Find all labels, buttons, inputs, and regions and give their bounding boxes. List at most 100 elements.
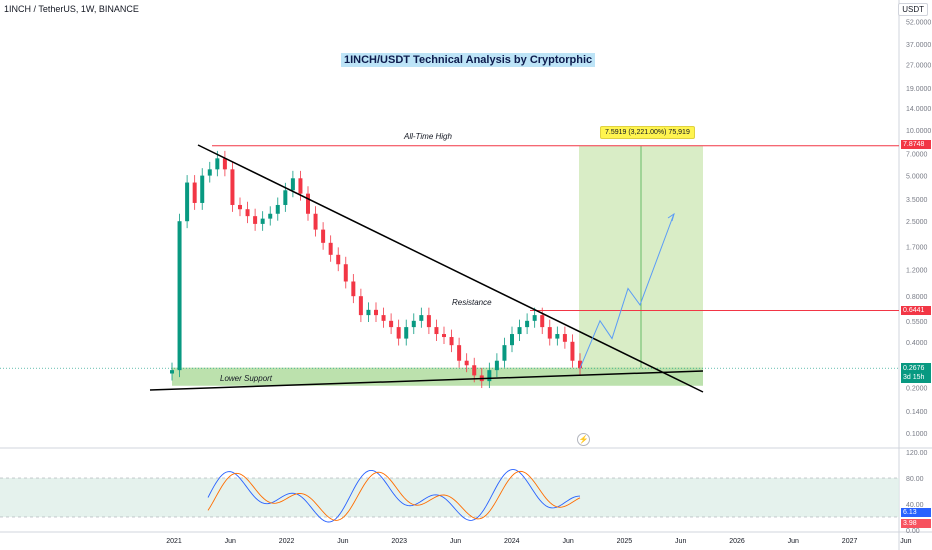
x-tick-label: 2025 [617, 538, 633, 545]
candle [268, 213, 273, 219]
projection-arrowhead [667, 212, 675, 222]
candle [192, 182, 197, 203]
candle [200, 175, 205, 203]
candle [457, 345, 462, 361]
candle [381, 315, 386, 321]
title-banner: 1INCH/USDT Technical Analysis by Cryptor… [341, 53, 596, 67]
y-tick-label: 19.0000 [906, 86, 931, 93]
stoch-tick-label: 40.00 [906, 502, 924, 509]
candle [449, 337, 454, 346]
y-tick-label: 1.7000 [906, 245, 928, 252]
x-tick-label: Jun [788, 538, 799, 545]
candle [547, 327, 552, 339]
candle [472, 365, 477, 376]
candle [540, 315, 545, 328]
candle [517, 327, 522, 335]
candle [562, 334, 567, 342]
support-label: Lower Support [220, 374, 273, 383]
ath-price-tag: 7.8748 [901, 140, 931, 149]
stoch-d-tag: 3.98 [901, 519, 931, 528]
support-zone [172, 367, 703, 386]
candle [555, 334, 560, 339]
x-tick-label: 2027 [842, 538, 858, 545]
y-tick-label: 52.0000 [906, 20, 931, 27]
candle [502, 345, 507, 361]
x-tick-label: 2026 [729, 538, 745, 545]
y-tick-label: 1.2000 [906, 268, 928, 275]
x-tick-label: 2021 [166, 538, 182, 545]
y-tick-label: 0.1000 [906, 431, 928, 438]
x-tick-label: Jun [450, 538, 461, 545]
currency-label[interactable]: USDT [898, 3, 928, 16]
candle [222, 158, 227, 170]
candle [434, 327, 439, 335]
candle [170, 370, 174, 374]
candle [290, 178, 295, 191]
candle [374, 309, 378, 316]
candle [510, 334, 514, 346]
candle [306, 193, 310, 214]
candle [207, 169, 212, 176]
candle [275, 204, 280, 214]
x-tick-label: 2024 [504, 538, 520, 545]
y-tick-label: 0.5500 [906, 319, 928, 326]
y-tick-label: 10.0000 [906, 128, 931, 135]
candle [419, 315, 424, 321]
candle [321, 229, 326, 243]
y-tick-label: 3.5000 [906, 197, 928, 204]
candle [336, 254, 341, 265]
y-tick-label: 27.0000 [906, 63, 931, 70]
y-tick-label: 2.5000 [906, 219, 928, 226]
y-tick-label: 0.4000 [906, 340, 928, 347]
candle [464, 360, 469, 366]
y-tick-label: 7.0000 [906, 151, 928, 158]
candle [177, 221, 182, 371]
candle [185, 182, 190, 222]
current-price-value: 0.2676 [903, 365, 925, 372]
support-trendline [149, 370, 704, 391]
candle [238, 204, 242, 210]
candle [245, 209, 250, 217]
candle [351, 281, 356, 297]
stoch-k-line [207, 469, 581, 523]
candle [389, 320, 394, 328]
x-tick-label: Jun [900, 538, 911, 545]
current-price-tag: 0.2676 3d 15h [901, 363, 931, 383]
y-tick-label: 37.0000 [906, 42, 931, 49]
y-tick-label: 0.8000 [906, 294, 928, 301]
y-tick-label: 14.0000 [906, 106, 931, 113]
candle [230, 169, 235, 205]
candle [525, 320, 530, 328]
descending-trendline [197, 144, 704, 393]
stoch-d-line [207, 470, 581, 521]
resistance-price-tag: 0.6441 [901, 306, 931, 315]
x-tick-label: 2023 [391, 538, 407, 545]
x-tick-label: 2022 [279, 538, 295, 545]
candle [411, 320, 416, 328]
candle [578, 360, 582, 369]
stoch-k-tag: 6.13 [901, 508, 931, 517]
candle [426, 315, 431, 328]
projection-path [579, 213, 675, 369]
candle [494, 360, 499, 371]
candle [366, 309, 371, 316]
stoch-tick-label: 0.00 [906, 528, 920, 535]
candle [260, 218, 265, 224]
lightning-icon[interactable]: ⚡ [577, 433, 590, 446]
candle [442, 334, 446, 338]
stoch-tick-label: 120.00 [906, 450, 928, 457]
stoch-tick-label: 80.00 [906, 476, 924, 483]
candle [404, 327, 409, 339]
target-label: 7.5919 (3,221.00%) 75,919 [600, 126, 695, 139]
x-tick-label: Jun [225, 538, 236, 545]
candle [358, 296, 363, 316]
y-tick-label: 5.0000 [906, 174, 928, 181]
countdown-value: 3d 15h [903, 374, 925, 381]
candle [343, 264, 348, 282]
y-tick-label: 0.1400 [906, 409, 928, 416]
candle [313, 213, 318, 230]
candle [570, 341, 575, 361]
ath-label: All-Time High [404, 132, 452, 141]
candle [215, 158, 220, 170]
